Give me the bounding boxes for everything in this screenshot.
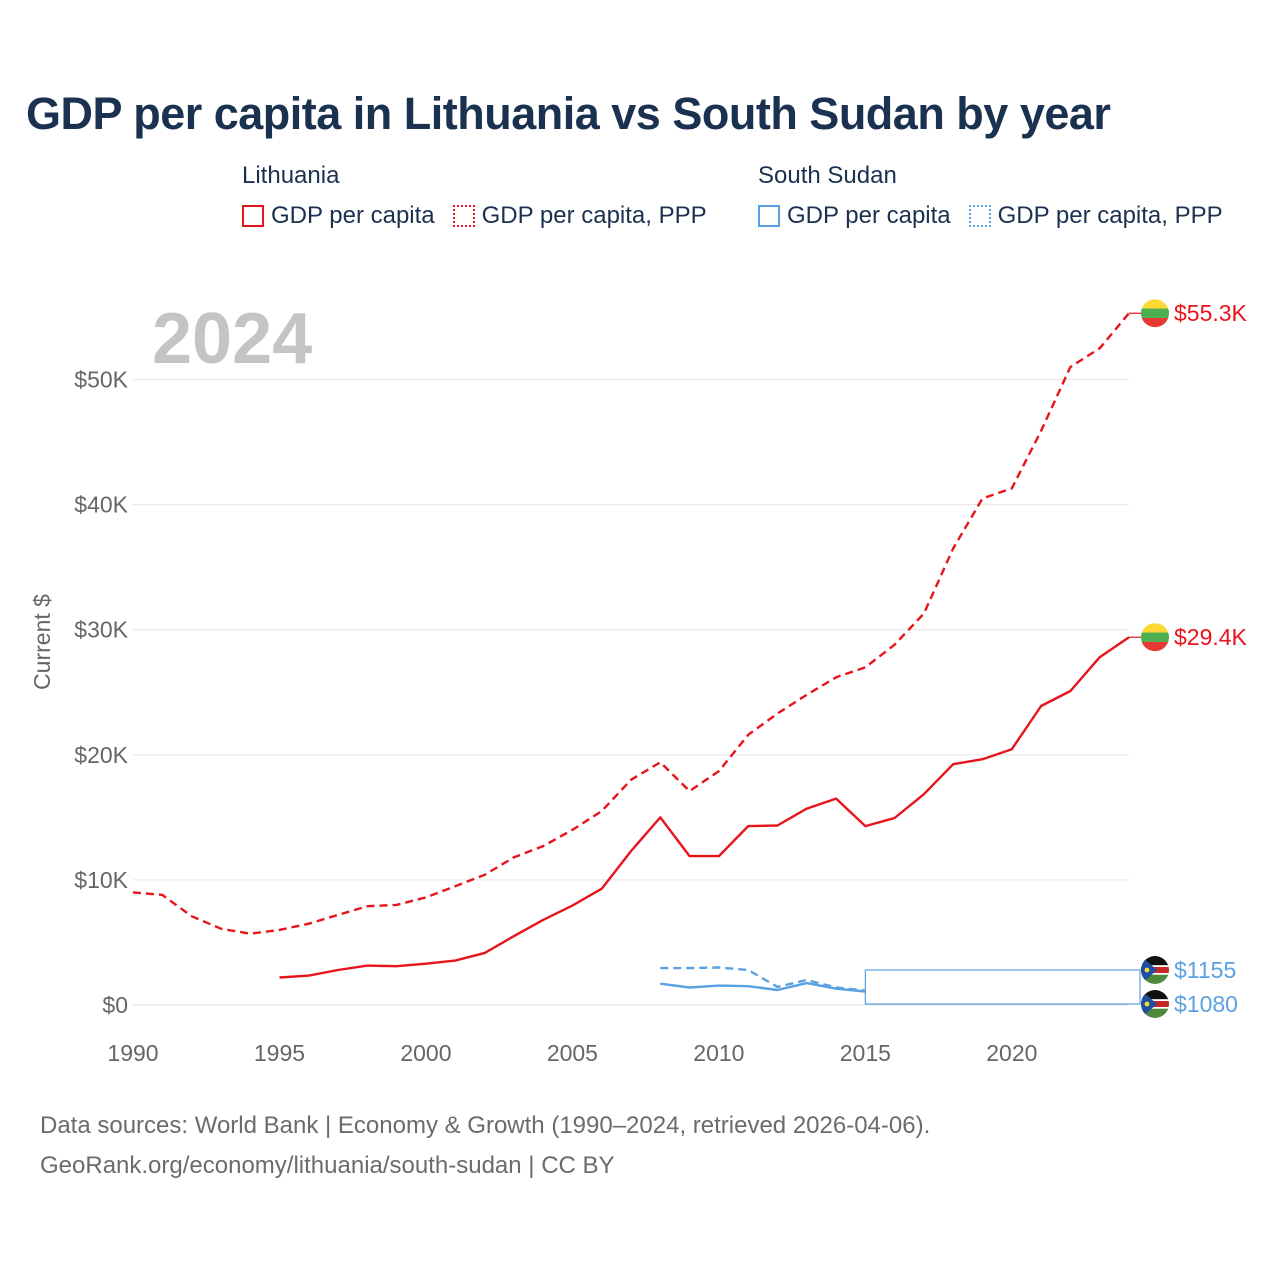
series-end-label: $1080 xyxy=(1174,991,1238,1017)
flag-stripe-red xyxy=(1141,641,1169,652)
flag-stripe-green xyxy=(1141,308,1169,318)
flag-stripe-red xyxy=(1141,317,1169,328)
legend-country-label: South Sudan xyxy=(758,162,897,189)
legend-group-south-sudan: South Sudan GDP per capita GDP per capit… xyxy=(758,162,1223,230)
y-axis-label: Current $ xyxy=(29,594,55,690)
legend-item-label: GDP per capita xyxy=(787,202,951,229)
dotted-swatch-icon xyxy=(968,205,991,227)
series-end-label: $55.3K xyxy=(1174,300,1248,326)
y-tick-label: $10K xyxy=(74,867,128,893)
dotted-swatch-icon xyxy=(452,205,475,227)
series-end-label: $29.4K xyxy=(1174,624,1248,650)
legend-item-label: GDP per capita, PPP xyxy=(997,202,1223,229)
flag-star xyxy=(1144,1001,1150,1007)
series-end-label: $1155 xyxy=(1174,957,1236,983)
flag-stripe-black xyxy=(1141,956,1169,966)
x-tick-label: 2000 xyxy=(400,1040,451,1066)
legend-country-label: Lithuania xyxy=(242,162,340,189)
source-line-1: Data sources: World Bank | Economy & Gro… xyxy=(40,1112,931,1139)
flag-stripe-green xyxy=(1141,1008,1169,1018)
flag-stripe-yellow xyxy=(1141,299,1169,309)
x-tick-label: 2020 xyxy=(986,1040,1037,1066)
legend-item-lithuania-gdp[interactable]: GDP per capita xyxy=(242,202,435,230)
x-tick-label: 2005 xyxy=(547,1040,598,1066)
flag-stripe-black xyxy=(1141,990,1169,1000)
series-line-lithuania-gdp-per-capita xyxy=(279,636,1130,979)
source-line-2: GeoRank.org/economy/lithuania/south-suda… xyxy=(40,1152,615,1179)
y-tick-label: $0 xyxy=(102,992,128,1018)
solid-swatch-icon xyxy=(242,205,264,227)
solid-swatch-icon xyxy=(758,205,780,227)
lithuania-flag-icon xyxy=(1141,623,1169,652)
legend-item-south-sudan-gdp[interactable]: GDP per capita xyxy=(758,202,951,230)
south-sudan-flag-icon xyxy=(1141,956,1169,984)
lithuania-flag-icon xyxy=(1141,299,1169,328)
flag-star xyxy=(1144,967,1150,973)
x-tick-label: 1990 xyxy=(107,1040,158,1066)
x-tick-label: 2010 xyxy=(693,1040,744,1066)
legend-item-south-sudan-gdp-ppp[interactable]: GDP per capita, PPP xyxy=(968,202,1223,230)
legend-item-label: GDP per capita xyxy=(271,202,435,229)
x-tick-label: 1995 xyxy=(254,1040,305,1066)
flag-stripe-green xyxy=(1141,632,1169,642)
legend-group-lithuania: Lithuania GDP per capita GDP per capita,… xyxy=(242,162,707,230)
year-overlay: 2024 xyxy=(152,299,312,379)
south-sudan-flag-icon xyxy=(1141,990,1169,1018)
series-line-lithuania-gdp-per-capita-ppp xyxy=(132,312,1130,935)
y-tick-label: $40K xyxy=(74,492,128,518)
legend-item-lithuania-gdp-ppp[interactable]: GDP per capita, PPP xyxy=(452,202,707,230)
chart-title: GDP per capita in Lithuania vs South Sud… xyxy=(26,88,1111,139)
flag-stripe-yellow xyxy=(1141,623,1169,633)
series-line-south-sudan-gdp-per-capita xyxy=(660,981,866,993)
south-sudan-connector-box xyxy=(864,969,1141,1005)
flag-stripe-green xyxy=(1141,974,1169,984)
legend-item-label: GDP per capita, PPP xyxy=(481,202,707,229)
y-tick-label: $20K xyxy=(74,742,128,768)
y-tick-label: $50K xyxy=(74,367,128,393)
source-note: Data sources: World Bank | Economy & Gro… xyxy=(40,1106,930,1186)
y-tick-label: $30K xyxy=(74,617,128,643)
series-line-south-sudan-gdp-per-capita-ppp xyxy=(660,966,866,992)
x-tick-label: 2015 xyxy=(840,1040,891,1066)
